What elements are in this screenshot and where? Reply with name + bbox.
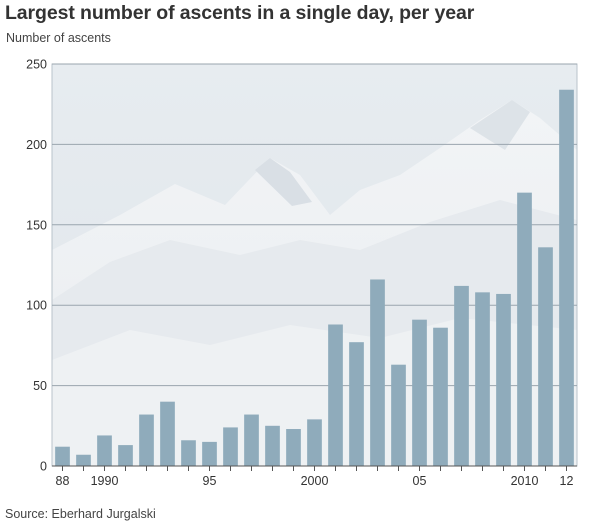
bar-2000 — [307, 419, 322, 466]
bar-1996 — [223, 427, 238, 466]
bar-1998 — [265, 425, 280, 466]
bar-2001 — [328, 324, 343, 466]
bar-2007 — [454, 285, 469, 466]
bar-1989 — [76, 454, 91, 466]
x-tick-label: 88 — [56, 474, 70, 488]
bar-1991 — [118, 445, 133, 466]
source-note: Source: Eberhard Jurgalski — [5, 507, 156, 521]
bar-1992 — [139, 414, 154, 466]
bar-1990 — [97, 435, 112, 466]
x-tick-label: 05 — [413, 474, 427, 488]
y-tick-label: 50 — [33, 379, 47, 393]
bar-1999 — [286, 429, 301, 466]
bar-2012 — [559, 89, 574, 466]
bar-2004 — [391, 364, 406, 466]
bar-2006 — [433, 327, 448, 466]
y-tick-label: 150 — [26, 218, 47, 232]
bar-2002 — [349, 342, 364, 466]
y-tick-label: 200 — [26, 138, 47, 152]
y-tick-label: 250 — [26, 58, 47, 72]
bar-1994 — [181, 440, 196, 466]
chart-title: Largest number of ascents in a single da… — [5, 2, 475, 24]
y-tick-label: 100 — [26, 299, 47, 313]
bar-1995 — [202, 441, 217, 466]
bar-2005 — [412, 319, 427, 466]
bar-1988 — [55, 446, 70, 466]
bar-1993 — [160, 401, 175, 466]
y-tick-label: 0 — [40, 460, 47, 474]
x-tick-label: 2010 — [511, 474, 539, 488]
y-axis-label: Number of ascents — [6, 31, 111, 45]
x-tick-label: 95 — [203, 474, 217, 488]
bar-2003 — [370, 279, 385, 466]
bar-2010 — [517, 192, 532, 466]
bar-2011 — [538, 247, 553, 466]
x-tick-label: 12 — [560, 474, 574, 488]
bar-2009 — [496, 293, 511, 466]
bar-2008 — [475, 292, 490, 466]
x-tick-label: 1990 — [91, 474, 119, 488]
bar-1997 — [244, 414, 259, 466]
x-tick-label: 2000 — [301, 474, 329, 488]
